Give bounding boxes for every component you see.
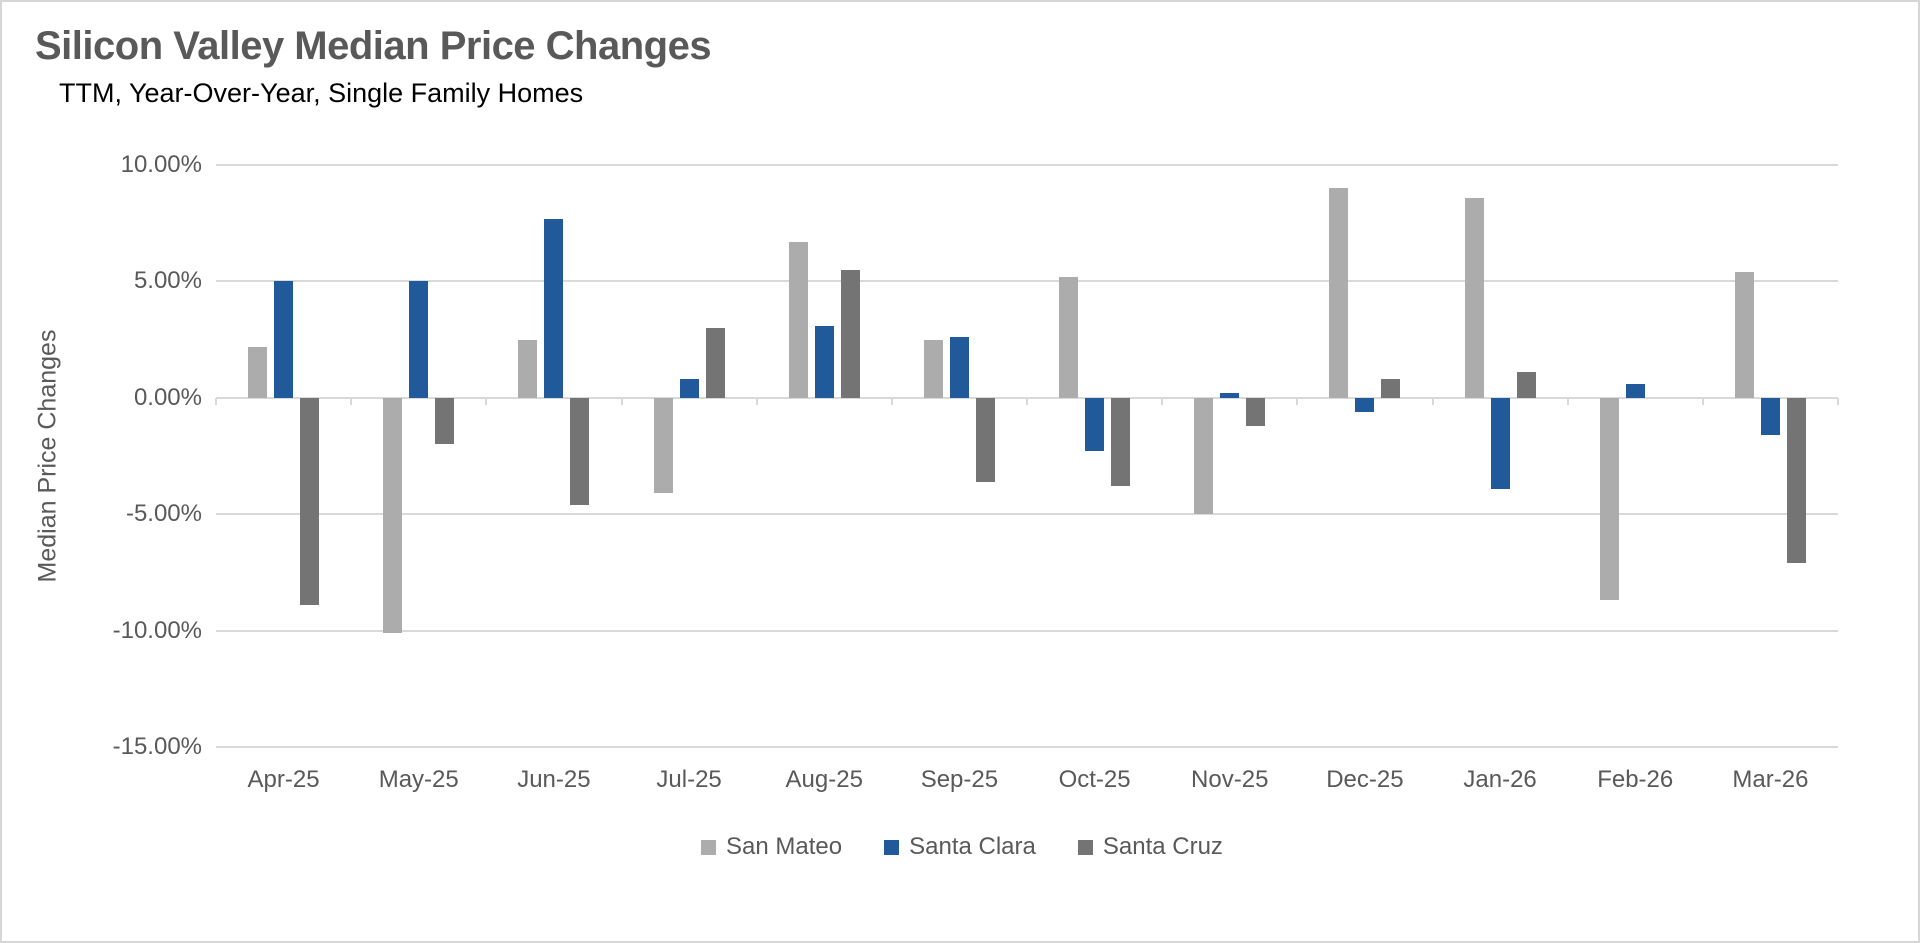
category-axis-tick bbox=[1161, 397, 1164, 405]
category-axis-tick bbox=[1837, 397, 1839, 405]
bar-san-mateo-jul-25 bbox=[653, 397, 673, 494]
bar-santa-clara-oct-25 bbox=[1085, 397, 1105, 452]
bar-san-mateo-nov-25 bbox=[1194, 397, 1214, 515]
bar-santa-cruz-aug-25 bbox=[840, 269, 860, 398]
category-axis-tick bbox=[620, 397, 623, 405]
chart-subtitle: TTM, Year-Over-Year, Single Family Homes bbox=[59, 78, 584, 108]
category-axis-tick bbox=[215, 397, 217, 405]
x-axis-label-jun-25: Jun-25 bbox=[517, 766, 591, 793]
legend: San Mateo Santa Clara Santa Cruz bbox=[2, 833, 1918, 861]
y-axis-tick-5-00: 5.00% bbox=[133, 267, 202, 295]
bar-santa-cruz-may-25 bbox=[435, 397, 455, 445]
bar-santa-cruz-nov-25 bbox=[1246, 397, 1266, 426]
chart-title: Silicon Valley Median Price Changes bbox=[35, 24, 712, 68]
bar-santa-cruz-jul-25 bbox=[705, 327, 725, 398]
bar-santa-cruz-sep-25 bbox=[975, 397, 995, 482]
bar-santa-clara-sep-25 bbox=[949, 337, 969, 398]
bar-santa-cruz-apr-25 bbox=[300, 397, 320, 605]
bar-santa-clara-may-25 bbox=[409, 281, 429, 398]
legend-label-santa-cruz: Santa Cruz bbox=[1102, 833, 1223, 860]
category-axis-tick bbox=[1026, 397, 1028, 405]
bar-santa-clara-apr-25 bbox=[274, 281, 294, 398]
category-axis-tick bbox=[485, 397, 488, 405]
legend-label-santa-clara: Santa Clara bbox=[909, 833, 1036, 860]
x-axis-label-sep-25: Sep-25 bbox=[920, 766, 999, 793]
bar-san-mateo-aug-25 bbox=[788, 241, 808, 398]
gridline-10-00 bbox=[216, 164, 1838, 166]
legend-swatch-santa-cruz bbox=[1077, 839, 1093, 855]
bar-santa-clara-feb-26 bbox=[1625, 383, 1645, 398]
bar-san-mateo-apr-25 bbox=[248, 346, 268, 398]
x-axis-label-mar-26: Mar-26 bbox=[1732, 766, 1809, 793]
bar-san-mateo-oct-25 bbox=[1059, 276, 1079, 398]
category-axis-tick bbox=[755, 397, 758, 405]
y-axis-tick-10-00: -10.00% bbox=[112, 616, 202, 644]
bar-santa-clara-jan-26 bbox=[1490, 397, 1510, 489]
legend-swatch-san-mateo bbox=[701, 839, 717, 855]
category-axis-tick bbox=[1431, 397, 1434, 405]
x-axis-label-dec-25: Dec-25 bbox=[1326, 766, 1404, 793]
bar-santa-clara-mar-26 bbox=[1760, 397, 1780, 436]
bar-san-mateo-dec-25 bbox=[1329, 188, 1349, 398]
x-axis-label-nov-25: Nov-25 bbox=[1191, 766, 1269, 793]
bar-santa-clara-aug-25 bbox=[814, 325, 834, 398]
x-axis-label-jul-25: Jul-25 bbox=[656, 766, 722, 793]
y-axis-tick-10-00: 10.00% bbox=[120, 151, 202, 178]
bar-santa-cruz-oct-25 bbox=[1111, 397, 1131, 487]
y-axis-tick-0-00: 0.00% bbox=[133, 383, 202, 411]
x-axis-label-aug-25: Aug-25 bbox=[785, 766, 863, 793]
category-axis-tick bbox=[1296, 397, 1299, 405]
x-axis-label-oct-25: Oct-25 bbox=[1058, 766, 1131, 793]
category-axis-tick bbox=[350, 397, 353, 405]
bar-san-mateo-may-25 bbox=[383, 397, 403, 633]
bar-san-mateo-mar-26 bbox=[1734, 272, 1754, 398]
bar-santa-clara-jun-25 bbox=[544, 218, 564, 398]
category-axis-tick bbox=[1701, 397, 1704, 405]
bar-santa-clara-dec-25 bbox=[1355, 397, 1375, 412]
bar-san-mateo-jun-25 bbox=[518, 339, 538, 398]
bar-santa-clara-jul-25 bbox=[679, 379, 699, 398]
legend-item-santa-clara: Santa Clara bbox=[884, 833, 1036, 861]
bar-san-mateo-jan-26 bbox=[1464, 197, 1484, 398]
x-axis-label-may-25: May-25 bbox=[378, 766, 459, 793]
y-axis-title: Median Price Changes bbox=[33, 329, 62, 583]
bar-san-mateo-feb-26 bbox=[1599, 397, 1619, 601]
bar-santa-cruz-mar-26 bbox=[1786, 397, 1806, 564]
bar-santa-cruz-dec-25 bbox=[1381, 379, 1401, 398]
gridline-5-00 bbox=[216, 280, 1838, 283]
gridline-5-00 bbox=[216, 513, 1838, 516]
legend-swatch-santa-clara bbox=[884, 839, 900, 855]
category-axis-tick bbox=[1566, 397, 1569, 405]
legend-item-san-mateo: San Mateo bbox=[701, 833, 842, 861]
bar-santa-clara-nov-25 bbox=[1220, 393, 1240, 398]
y-axis-tick-15-00: -15.00% bbox=[112, 733, 202, 760]
category-axis-tick bbox=[890, 397, 893, 405]
bar-san-mateo-sep-25 bbox=[923, 339, 943, 398]
x-axis-label-jan-26: Jan-26 bbox=[1463, 766, 1537, 793]
gridline-10-00 bbox=[216, 629, 1838, 632]
bar-santa-cruz-jun-25 bbox=[570, 397, 590, 505]
y-axis-tick-5-00: -5.00% bbox=[125, 500, 202, 528]
x-axis-label-feb-26: Feb-26 bbox=[1597, 766, 1674, 793]
gridline-15-00 bbox=[216, 746, 1838, 748]
legend-label-san-mateo: San Mateo bbox=[726, 833, 843, 860]
bar-santa-cruz-jan-26 bbox=[1516, 372, 1536, 398]
legend-item-santa-cruz: Santa Cruz bbox=[1077, 833, 1223, 861]
x-axis-label-apr-25: Apr-25 bbox=[247, 766, 320, 793]
